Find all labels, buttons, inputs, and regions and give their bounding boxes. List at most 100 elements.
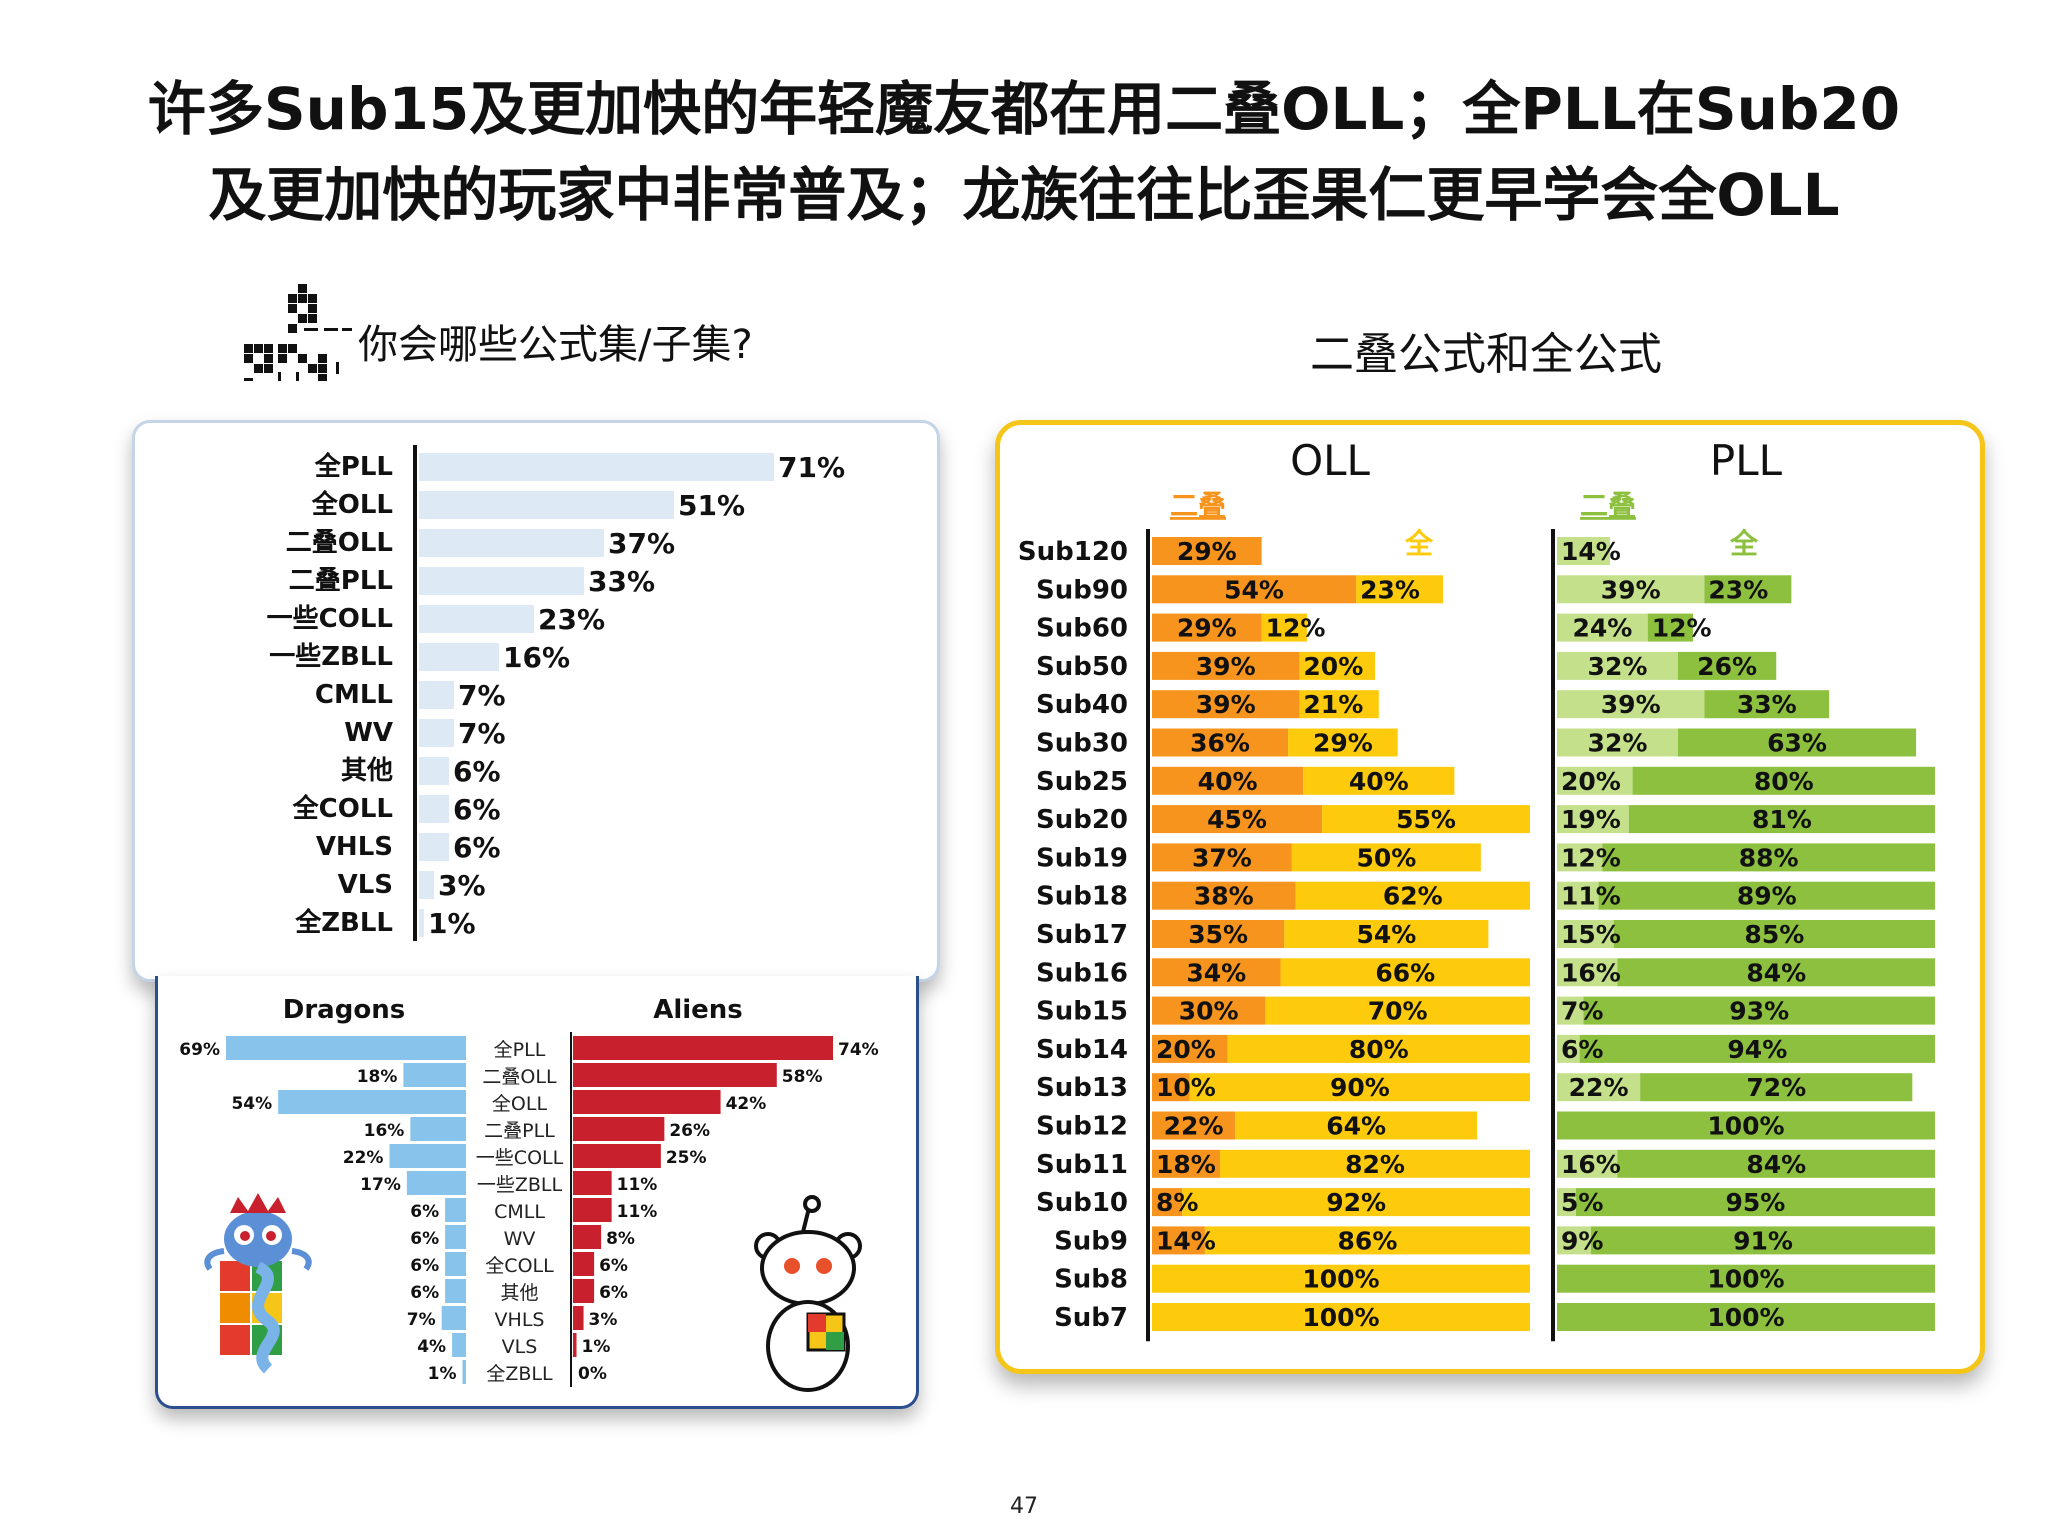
full-bar — [1647, 613, 1694, 642]
aliens-value-label: 11% — [617, 1202, 658, 1222]
category-label: 二叠OLL — [482, 1066, 557, 1088]
aliens-value-label: 3% — [589, 1310, 618, 1330]
row-label: Sub13 — [1036, 1073, 1128, 1103]
full-bar — [1557, 1264, 1935, 1293]
partial-bar — [1152, 1073, 1190, 1102]
dragons-value-label: 6% — [410, 1283, 439, 1303]
partial-value-label: 10% — [1156, 1073, 1216, 1102]
partial-value-label: 20% — [1561, 767, 1621, 796]
aliens-bar — [573, 1333, 577, 1357]
full-bar — [1640, 1073, 1913, 1102]
row-label: Sub7 — [1054, 1303, 1128, 1333]
full-value-label: 70% — [1368, 997, 1428, 1026]
full-value-label: 80% — [1349, 1035, 1409, 1064]
full-value-label: 50% — [1356, 843, 1416, 872]
partial-value-label: 37% — [1192, 843, 1252, 872]
full-bar — [1152, 1303, 1530, 1331]
partial-bar — [1557, 996, 1584, 1025]
partial-value-label: 32% — [1588, 652, 1648, 681]
partial-bar — [1152, 1226, 1205, 1255]
partial-value-label: 22% — [1164, 1112, 1224, 1141]
page-number: 47 — [1010, 1494, 1038, 1519]
chart-1-bar — [419, 567, 584, 595]
full-value-label: 100% — [1302, 1265, 1379, 1294]
chart-1-value-label: 71% — [778, 451, 845, 484]
aliens-value-label: 26% — [669, 1121, 710, 1141]
dragons-value-label: 7% — [407, 1310, 436, 1330]
aliens-bar — [573, 1063, 777, 1087]
row-label: Sub17 — [1036, 920, 1128, 950]
full-value-label: 84% — [1746, 1150, 1806, 1179]
row-label: Sub120 — [1018, 537, 1128, 567]
full-bar — [1235, 1111, 1478, 1140]
chart-1-value-label: 6% — [453, 793, 501, 826]
full-value-label: 95% — [1726, 1188, 1786, 1217]
category-label: 全PLL — [494, 1039, 546, 1061]
partial-bar — [1557, 766, 1633, 795]
full-bar — [1613, 920, 1935, 948]
full-value-label: 92% — [1326, 1188, 1386, 1217]
partial-bar — [1152, 613, 1262, 642]
chart-1-bar — [419, 795, 449, 823]
dragons-bar — [445, 1225, 466, 1249]
row-label: Sub12 — [1036, 1112, 1128, 1142]
partial-value-label: 14% — [1156, 1226, 1216, 1255]
dragons-bar — [226, 1036, 466, 1060]
panel-heading: PLL — [1710, 436, 1783, 485]
dragons-value-label: 1% — [428, 1364, 457, 1384]
partial-bar — [1557, 651, 1678, 680]
full-bar — [1356, 575, 1444, 604]
dragons-value-label: 18% — [357, 1067, 398, 1087]
category-label: 全OLL — [492, 1093, 548, 1115]
full-bar — [1265, 996, 1530, 1025]
aliens-value-label: 25% — [666, 1148, 707, 1168]
oll-pll-chart: Sub120 Sub90 Sub60 Sub50 Sub40 Sub30 Sub25 Sub2… — [1018, 436, 1935, 1342]
partial-value-label: 18% — [1156, 1150, 1216, 1179]
row-label: Sub90 — [1036, 575, 1128, 605]
full-value-label: 54% — [1356, 920, 1416, 949]
partial-bar — [1557, 920, 1614, 948]
chart-1-bar — [419, 681, 454, 709]
chart-1-value-label: 51% — [678, 489, 745, 522]
category-label: VHLS — [495, 1309, 545, 1331]
partial-value-label: 30% — [1179, 997, 1239, 1026]
category-label: 全ZBLL — [486, 1363, 553, 1385]
full-value-label: 40% — [1349, 767, 1409, 796]
full-value-label: 23% — [1360, 575, 1420, 604]
dragons-value-label: 6% — [410, 1256, 439, 1276]
partial-value-label: 20% — [1156, 1035, 1216, 1064]
chart-1-value-label: 3% — [438, 869, 486, 902]
full-value-label: 93% — [1729, 997, 1789, 1026]
category-label: 二叠PLL — [484, 1120, 555, 1142]
chart-1-category-label: 二叠PLL — [289, 566, 393, 596]
partial-value-label: 12% — [1561, 843, 1621, 872]
partial-value-label: 36% — [1190, 729, 1250, 758]
chart-1-value-label: 6% — [453, 755, 501, 788]
chart-1-category-label: 全OLL — [311, 489, 393, 520]
full-value-label: 86% — [1338, 1226, 1398, 1255]
partial-bar — [1152, 1149, 1221, 1178]
chart-1-bar — [419, 453, 774, 481]
partial-bar — [1152, 1188, 1183, 1217]
full-bar — [1322, 805, 1530, 834]
partial-bar — [1152, 690, 1300, 719]
full-value-label: 55% — [1396, 805, 1456, 834]
chart-1-bar — [419, 529, 604, 557]
row-label: Sub16 — [1036, 958, 1128, 988]
chart-3-title: 二叠公式和全公式 — [1310, 329, 1662, 380]
chart-1-category-label: WV — [344, 718, 393, 748]
partial-bar — [1152, 920, 1285, 948]
full-value-label: 80% — [1754, 767, 1814, 796]
full-value-label: 64% — [1326, 1112, 1386, 1141]
dragons-value-label: 16% — [364, 1121, 405, 1141]
partial-value-label: 6% — [1561, 1035, 1603, 1064]
chart-1-value-label: 37% — [608, 527, 675, 560]
partial-value-label: 38% — [1194, 882, 1254, 911]
partial-value-label: 11% — [1561, 882, 1621, 911]
partial-value-label: 32% — [1588, 729, 1648, 758]
full-value-label: 12% — [1652, 614, 1712, 643]
full-bar — [1591, 1226, 1935, 1255]
full-bar — [1704, 575, 1792, 604]
full-value-label: 100% — [1302, 1303, 1379, 1332]
partial-value-label: 35% — [1188, 920, 1248, 949]
